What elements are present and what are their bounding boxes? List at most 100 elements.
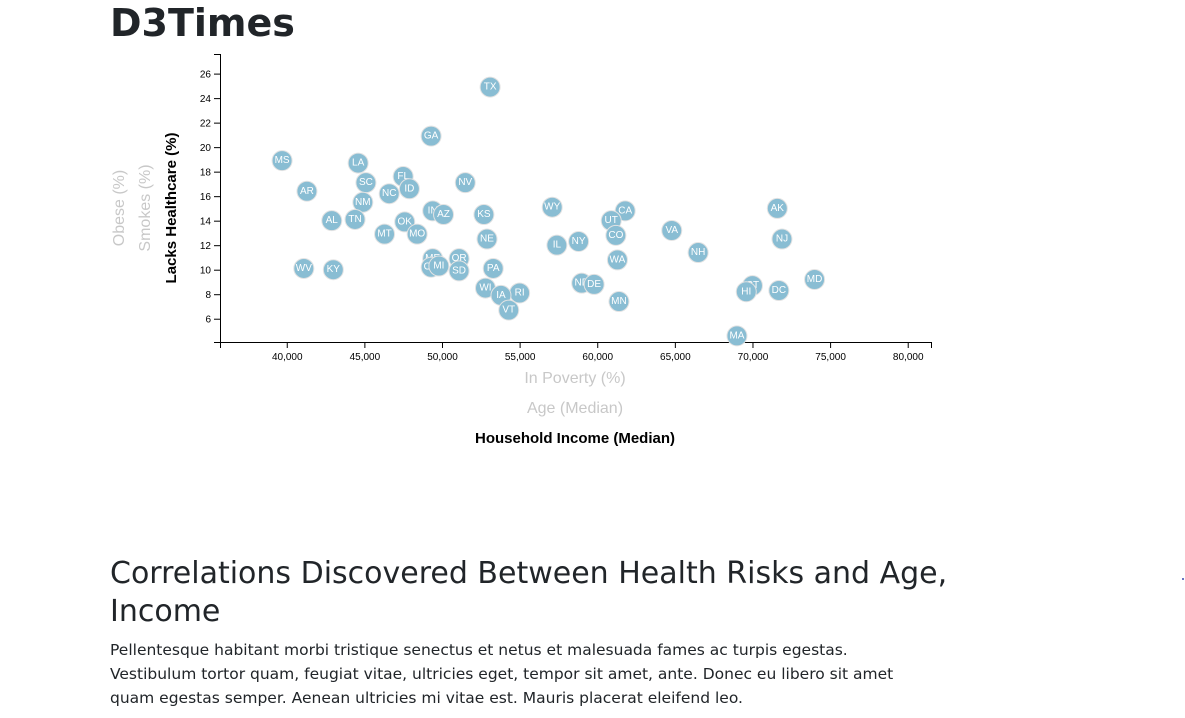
state-point-wy[interactable]: WY bbox=[541, 196, 563, 218]
state-circle[interactable] bbox=[420, 125, 442, 147]
state-point-az[interactable]: AZ bbox=[433, 204, 455, 226]
state-point-ma[interactable]: MA bbox=[726, 325, 748, 347]
state-abbr-label: HI bbox=[741, 286, 751, 297]
state-circle[interactable] bbox=[271, 150, 293, 172]
state-point-nc[interactable]: NC bbox=[378, 183, 400, 205]
x-tick-label: 70,000 bbox=[738, 352, 769, 363]
y-axis-label-healthcare[interactable]: Lacks Healthcare (%) bbox=[163, 133, 180, 284]
state-circle[interactable] bbox=[661, 219, 683, 241]
state-circle[interactable] bbox=[352, 191, 374, 213]
state-circle[interactable] bbox=[322, 259, 344, 281]
y-axis-label-obese[interactable]: Obese (%) bbox=[111, 170, 128, 246]
state-point-hi[interactable]: HI bbox=[735, 281, 757, 303]
state-point-ak[interactable]: AK bbox=[766, 197, 788, 219]
state-circle[interactable] bbox=[482, 257, 504, 279]
state-circle[interactable] bbox=[605, 224, 627, 246]
state-point-nj[interactable]: NJ bbox=[771, 228, 793, 250]
state-circle[interactable] bbox=[804, 268, 826, 290]
state-circle[interactable] bbox=[321, 210, 343, 232]
state-circle[interactable] bbox=[726, 325, 748, 347]
state-abbr-label: ND bbox=[574, 278, 588, 289]
state-circle[interactable] bbox=[771, 228, 793, 250]
state-point-sd[interactable]: SD bbox=[448, 260, 470, 282]
state-abbr-label: UT bbox=[605, 215, 618, 226]
state-point-la[interactable]: LA bbox=[347, 152, 369, 174]
state-point-ny[interactable]: NY bbox=[568, 231, 590, 253]
state-point-mi[interactable]: MI bbox=[428, 255, 450, 277]
state-point-ar[interactable]: AR bbox=[296, 180, 318, 202]
state-circle[interactable] bbox=[546, 234, 568, 256]
state-point-ga[interactable]: GA bbox=[420, 125, 442, 147]
state-abbr-label: PA bbox=[487, 263, 500, 274]
state-abbr-label: SC bbox=[359, 177, 373, 188]
state-point-dc[interactable]: DC bbox=[768, 280, 790, 302]
y-tick-label: 24 bbox=[200, 94, 212, 105]
y-axis-label-smokes[interactable]: Smokes (%) bbox=[137, 164, 154, 251]
x-tick: 45,000 bbox=[350, 342, 381, 363]
state-circle[interactable] bbox=[374, 223, 396, 245]
state-circle[interactable] bbox=[293, 257, 315, 279]
state-circle[interactable] bbox=[433, 204, 455, 226]
state-point-mo[interactable]: MO bbox=[406, 223, 428, 245]
state-circle[interactable] bbox=[378, 183, 400, 205]
state-circle[interactable] bbox=[606, 249, 628, 271]
state-point-md[interactable]: MD bbox=[804, 268, 826, 290]
state-abbr-label: MT bbox=[377, 229, 391, 240]
state-point-nv[interactable]: NV bbox=[454, 172, 476, 194]
state-circle[interactable] bbox=[448, 260, 470, 282]
state-point-mt[interactable]: MT bbox=[374, 223, 396, 245]
state-point-ky[interactable]: KY bbox=[322, 259, 344, 281]
state-point-ri[interactable]: RI bbox=[509, 282, 531, 304]
state-point-mn[interactable]: MN bbox=[608, 291, 630, 313]
state-circle[interactable] bbox=[498, 299, 520, 321]
state-abbr-label: RI bbox=[515, 287, 525, 298]
x-tick-label: 55,000 bbox=[505, 352, 536, 363]
x-axis-label-poverty[interactable]: In Poverty (%) bbox=[524, 370, 625, 387]
state-point-wv[interactable]: WV bbox=[293, 257, 315, 279]
state-point-va[interactable]: VA bbox=[661, 219, 683, 241]
state-point-ms[interactable]: MS bbox=[271, 150, 293, 172]
state-point-nm[interactable]: NM bbox=[352, 191, 374, 213]
state-abbr-label: NJ bbox=[776, 234, 788, 245]
state-circle[interactable] bbox=[541, 196, 563, 218]
state-circle[interactable] bbox=[406, 223, 428, 245]
x-axis-label-age[interactable]: Age (Median) bbox=[527, 400, 623, 417]
state-point-de[interactable]: DE bbox=[583, 273, 605, 295]
state-abbr-label: WA bbox=[610, 254, 626, 265]
state-circle[interactable] bbox=[568, 231, 590, 253]
state-point-id[interactable]: ID bbox=[398, 178, 420, 200]
state-circle[interactable] bbox=[766, 197, 788, 219]
state-point-tn[interactable]: TN bbox=[344, 208, 366, 230]
state-circle[interactable] bbox=[398, 178, 420, 200]
state-circle[interactable] bbox=[768, 280, 790, 302]
state-circle[interactable] bbox=[296, 180, 318, 202]
state-circle[interactable] bbox=[583, 273, 605, 295]
state-circle[interactable] bbox=[687, 242, 709, 264]
state-point-pa[interactable]: PA bbox=[482, 257, 504, 279]
state-point-al[interactable]: AL bbox=[321, 210, 343, 232]
state-point-co[interactable]: CO bbox=[605, 224, 627, 246]
state-circle[interactable] bbox=[428, 255, 450, 277]
state-abbr-label: MA bbox=[729, 330, 744, 341]
state-abbr-label: MN bbox=[611, 296, 627, 307]
state-point-nh[interactable]: NH bbox=[687, 242, 709, 264]
y-tick: 24 bbox=[200, 94, 220, 105]
state-abbr-label: NY bbox=[572, 236, 586, 247]
state-point-ks[interactable]: KS bbox=[473, 204, 495, 226]
state-point-vt[interactable]: VT bbox=[498, 299, 520, 321]
state-point-sc[interactable]: SC bbox=[355, 172, 377, 194]
state-circle[interactable] bbox=[454, 172, 476, 194]
x-axis-label-income[interactable]: Household Income (Median) bbox=[475, 430, 675, 447]
state-point-wa[interactable]: WA bbox=[606, 249, 628, 271]
state-point-il[interactable]: IL bbox=[546, 234, 568, 256]
state-circle[interactable] bbox=[479, 76, 501, 98]
state-circle[interactable] bbox=[735, 281, 757, 303]
state-abbr-label: WV bbox=[296, 263, 312, 274]
state-circle[interactable] bbox=[473, 204, 495, 226]
state-circle[interactable] bbox=[347, 152, 369, 174]
state-circle[interactable] bbox=[344, 208, 366, 230]
state-circle[interactable] bbox=[608, 291, 630, 313]
state-point-tx[interactable]: TX bbox=[479, 76, 501, 98]
state-circle[interactable] bbox=[476, 228, 498, 250]
state-point-ne[interactable]: NE bbox=[476, 228, 498, 250]
